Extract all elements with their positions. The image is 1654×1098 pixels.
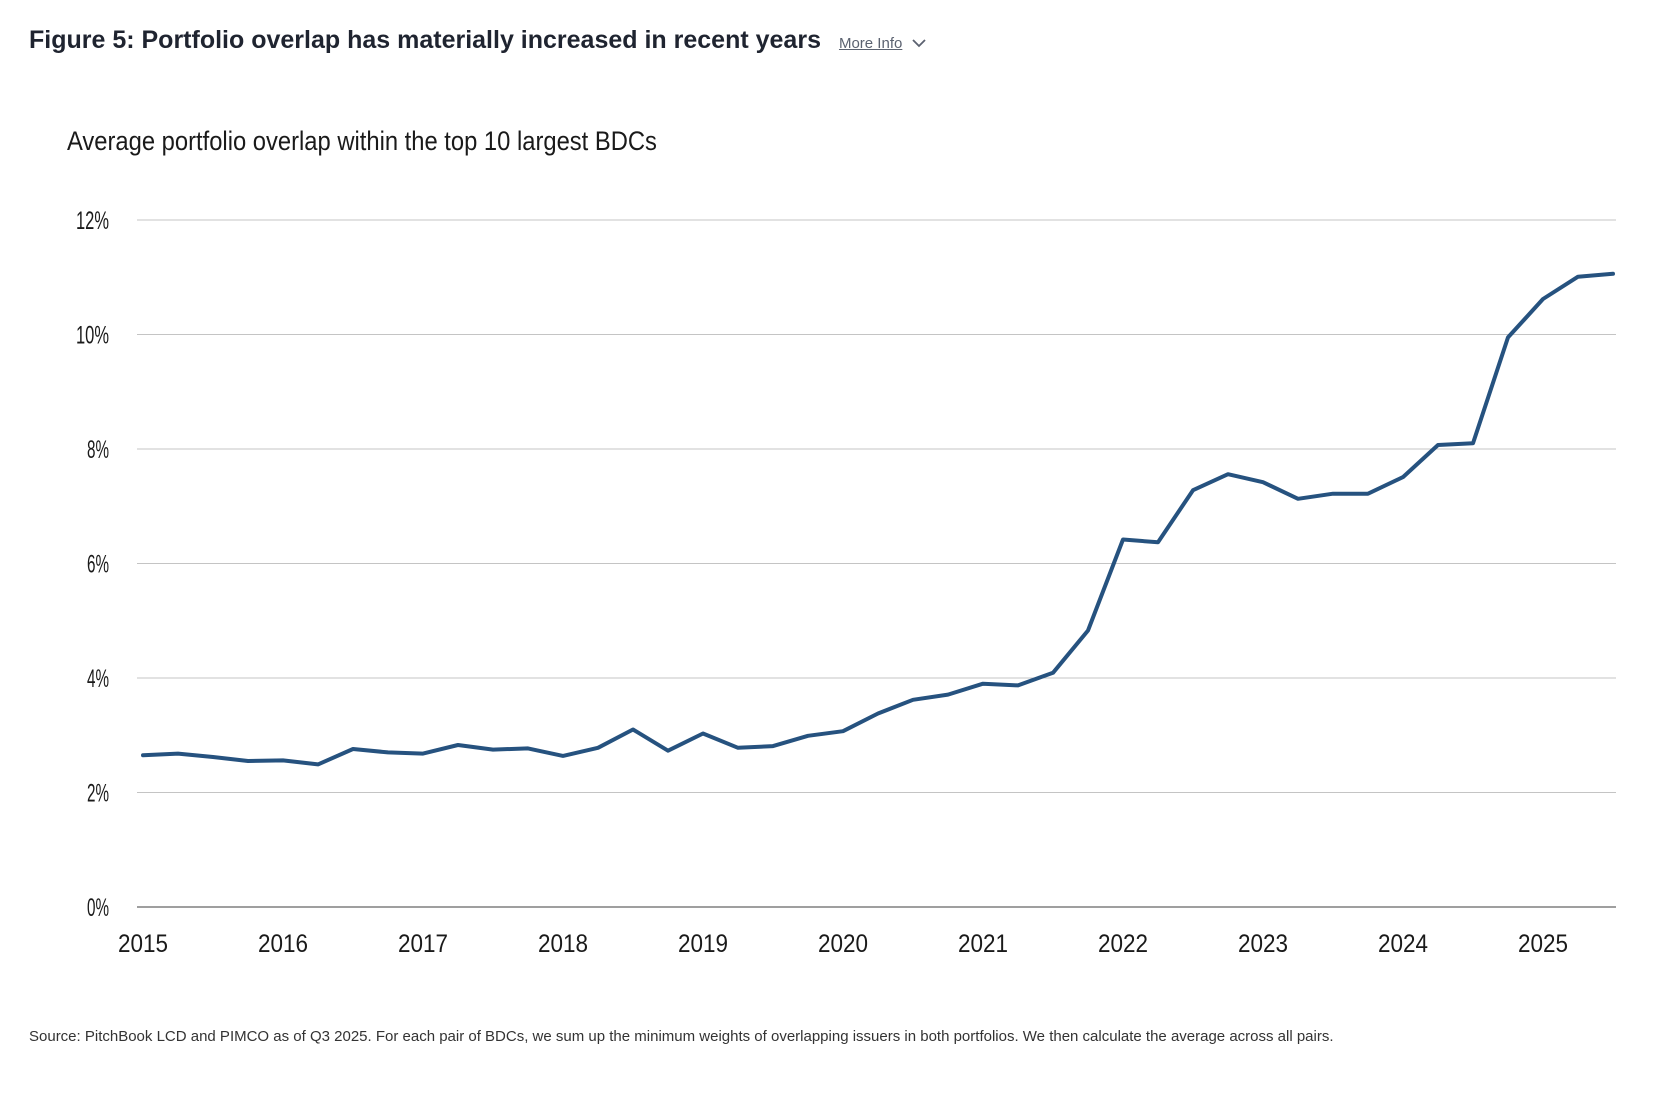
x-tick-label: 2024 — [1378, 930, 1428, 958]
x-tick-label: 2022 — [1098, 930, 1148, 958]
chart-title: Average portfolio overlap within the top… — [67, 126, 657, 156]
y-tick-label: 4% — [87, 665, 109, 693]
more-info-button[interactable]: More Info — [839, 35, 926, 52]
y-axis-ticks: 0% 2% 4% 6% 8% 10% 12% — [76, 207, 109, 922]
x-tick-label: 2020 — [818, 930, 868, 958]
line-chart: 0% 2% 4% 6% 8% 10% 12% 2015 2016 2017 2018 2019 202… — [76, 207, 1616, 958]
y-tick-label: 12% — [76, 207, 109, 235]
figure-header: Figure 5: Portfolio overlap has material… — [29, 26, 926, 55]
x-tick-label: 2016 — [258, 930, 308, 958]
x-axis-ticks: 2015 2016 2017 2018 2019 2020 2021 2022 2023 2024… — [118, 930, 1568, 958]
y-tick-label: 2% — [87, 780, 109, 808]
x-tick-label: 2025 — [1518, 930, 1568, 958]
y-tick-label: 6% — [87, 551, 109, 579]
x-tick-label: 2021 — [958, 930, 1008, 958]
figure-title: Figure 5: Portfolio overlap has material… — [29, 26, 821, 54]
y-tick-label: 10% — [76, 322, 109, 350]
x-tick-label: 2019 — [678, 930, 728, 958]
more-info-label: More Info — [838, 35, 903, 52]
x-tick-label: 2017 — [398, 930, 448, 958]
x-tick-label: 2018 — [538, 930, 588, 958]
x-tick-label: 2023 — [1238, 930, 1288, 958]
series-line — [141, 271, 1615, 767]
y-tick-label: 0% — [87, 894, 109, 922]
grid-lines — [137, 219, 1616, 793]
source-note: Source: PitchBook LCD and PIMCO as of Q3… — [29, 1028, 1334, 1045]
x-tick-label: 2015 — [118, 930, 168, 958]
y-tick-label: 8% — [87, 436, 109, 464]
chevron-down-icon — [912, 35, 926, 52]
